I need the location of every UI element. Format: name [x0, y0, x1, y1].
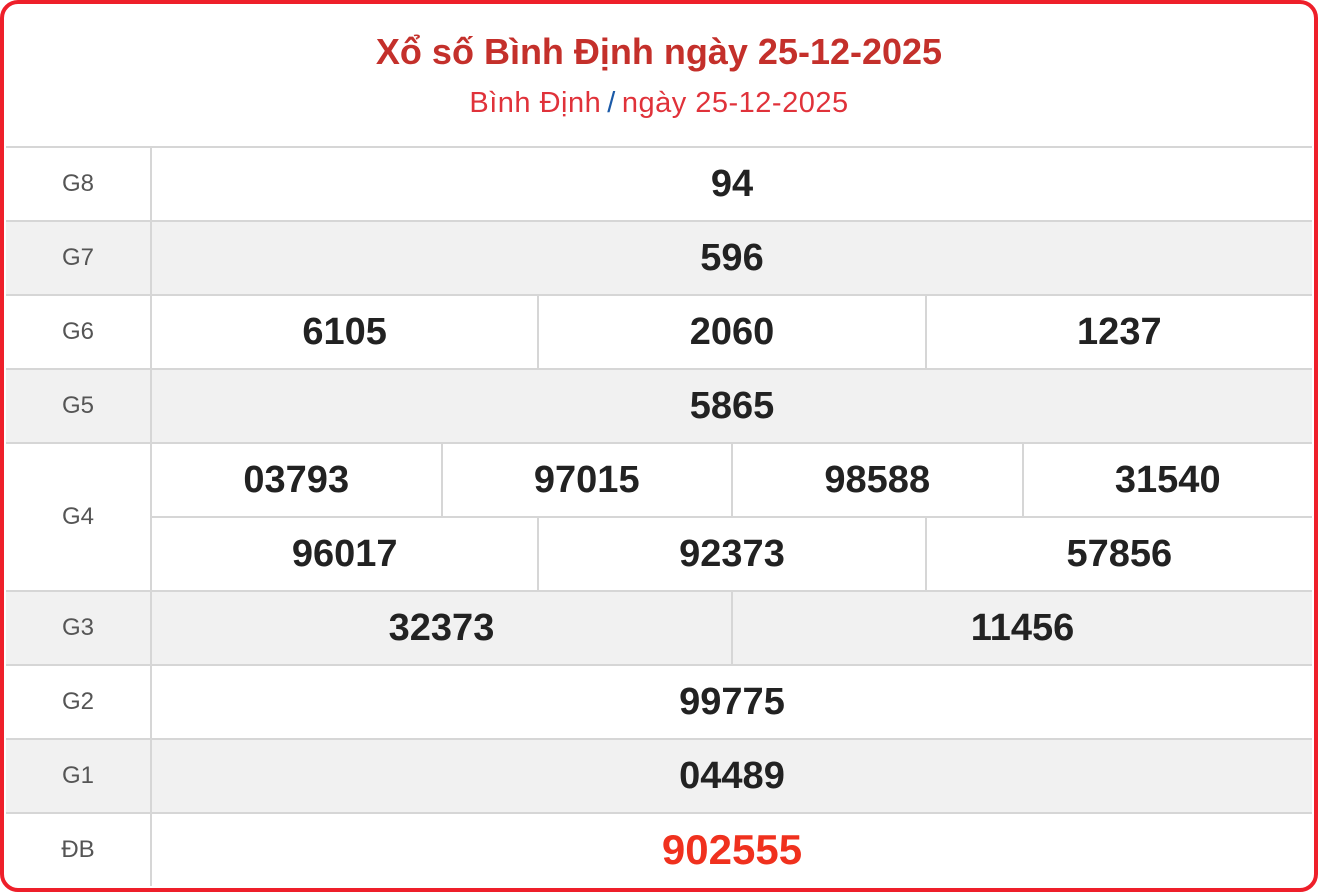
prize-number: 57856 — [924, 518, 1312, 590]
prize-number: 5865 — [689, 384, 775, 427]
breadcrumb-province-link[interactable]: Bình Định — [469, 87, 602, 119]
prize-label: G7 — [6, 222, 152, 294]
breadcrumb: Bình Định / ngày 25-12-2025 — [4, 85, 1314, 121]
prize-number: 97015 — [440, 444, 732, 516]
prize-number: 31540 — [1021, 444, 1313, 516]
prize-number: 98588 — [731, 444, 1022, 516]
prize-row-special: ĐB 902555 — [6, 812, 1312, 886]
prize-row-g3: G3 32373 11456 — [6, 590, 1312, 664]
prize-label: G6 — [6, 296, 152, 368]
prize-number: 596 — [700, 236, 764, 279]
prize-label: ĐB — [6, 814, 152, 886]
prize-number: 6105 — [302, 310, 387, 353]
prize-number: 2060 — [537, 296, 924, 368]
prize-number: 03793 — [243, 458, 350, 501]
prize-row-g2: G2 99775 — [6, 664, 1312, 738]
prize-label: G5 — [6, 370, 152, 442]
special-prize-number: 902555 — [661, 826, 803, 873]
prize-number: 94 — [710, 162, 754, 205]
prize-number: 92373 — [537, 518, 924, 590]
results-table: G8 94 G7 596 G6 6105 2060 1237 G5 5865 G… — [6, 146, 1312, 886]
breadcrumb-separator: / — [607, 87, 616, 119]
prize-row-g8: G8 94 — [6, 146, 1312, 220]
breadcrumb-date-link[interactable]: ngày 25-12-2025 — [621, 87, 849, 119]
prize-number: 04489 — [679, 754, 785, 797]
prize-label: G1 — [6, 740, 152, 812]
prize-number: 32373 — [388, 606, 495, 649]
prize-label: G4 — [6, 444, 152, 590]
prize-label: G8 — [6, 148, 152, 220]
prize-label: G3 — [6, 592, 152, 664]
prize-row-g6: G6 6105 2060 1237 — [6, 294, 1312, 368]
prize-row-g5: G5 5865 — [6, 368, 1312, 442]
page-title: Xổ số Bình Định ngày 25-12-2025 — [375, 31, 943, 72]
prize-number: 96017 — [291, 532, 398, 575]
prize-number: 11456 — [731, 592, 1312, 664]
header: Xổ số Bình Định ngày 25-12-2025 Bình Địn… — [4, 4, 1314, 146]
prize-label: G2 — [6, 666, 152, 738]
prize-row-g7: G7 596 — [6, 220, 1312, 294]
prize-row-g4: G4 03793 97015 98588 31540 96017 92373 5… — [6, 442, 1312, 590]
prize-row-g1: G1 04489 — [6, 738, 1312, 812]
prize-number: 99775 — [679, 680, 785, 723]
prize-number: 1237 — [924, 296, 1312, 368]
